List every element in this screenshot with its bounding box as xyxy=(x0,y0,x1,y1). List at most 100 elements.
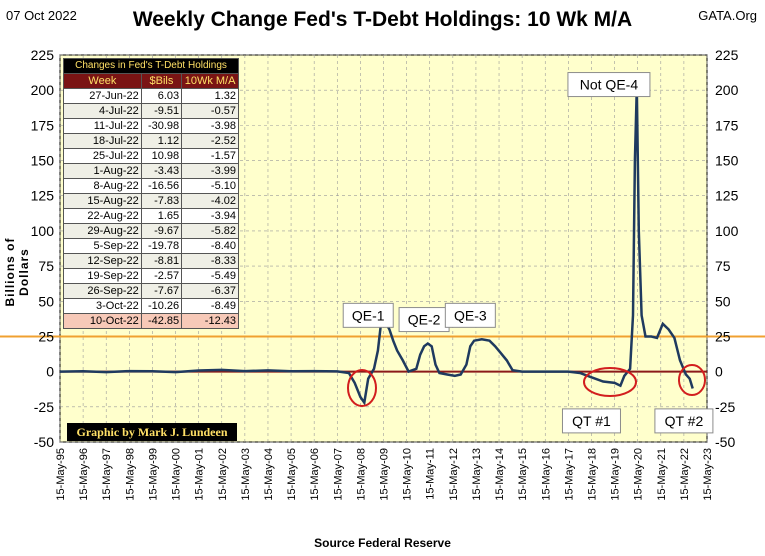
table-header: 10Wk M/A xyxy=(181,73,239,89)
y-tick-label-right: 75 xyxy=(715,258,731,274)
table-row: 5-Sep-22 -19.78 -8.40 xyxy=(63,238,239,254)
table-cell: 22-Aug-22 xyxy=(63,208,142,224)
x-tick-label: 15-May-07 xyxy=(332,448,344,501)
x-tick-label: 15-May-12 xyxy=(448,448,460,501)
table-row: 26-Sep-22 -7.67 -6.37 xyxy=(63,283,239,299)
annotation-label: QE-2 xyxy=(408,312,441,328)
table-cell: 19-Sep-22 xyxy=(63,268,142,284)
table-row: 27-Jun-22 6.03 1.32 xyxy=(63,88,239,104)
table-cell: -8.49 xyxy=(181,298,239,314)
table-cell: -0.57 xyxy=(181,103,239,119)
table-cell: -5.82 xyxy=(181,223,239,239)
table-cell: -5.49 xyxy=(181,268,239,284)
table-cell: -5.10 xyxy=(181,178,239,194)
annotation-label: QT #1 xyxy=(572,413,611,429)
table-cell: -30.98 xyxy=(140,118,183,134)
x-tick-label: 15-May-19 xyxy=(610,448,622,501)
x-tick-label: 15-May-13 xyxy=(471,448,483,501)
table-cell: 15-Aug-22 xyxy=(63,193,142,209)
y-tick-label: -25 xyxy=(34,399,54,415)
table-cell: -9.67 xyxy=(140,223,183,239)
annotation-box xyxy=(654,408,714,434)
y-tick-label: 100 xyxy=(31,223,55,239)
x-tick-label: 15-May-03 xyxy=(240,448,252,501)
table-cell: -8.81 xyxy=(140,253,183,269)
table-cell: 11-Jul-22 xyxy=(63,118,142,134)
table-cell: 1-Aug-22 xyxy=(63,163,142,179)
table-cell: 10.98 xyxy=(140,148,183,164)
x-tick-label: 15-May-96 xyxy=(78,448,90,501)
y-tick-label-right: 125 xyxy=(715,188,739,204)
y-tick-label: 0 xyxy=(46,364,54,380)
table-cell: 29-Aug-22 xyxy=(63,223,142,239)
table-row: 4-Jul-22 -9.51 -0.57 xyxy=(63,103,239,119)
table-cell: 3-Oct-22 xyxy=(63,298,142,314)
table-cell: 1.12 xyxy=(140,133,183,149)
table-cell: 8-Aug-22 xyxy=(63,178,142,194)
y-tick-label: 75 xyxy=(38,258,54,274)
table-cell: -3.43 xyxy=(140,163,183,179)
table-cell: -12.43 xyxy=(181,313,239,329)
table-cell: 10-Oct-22 xyxy=(63,313,142,329)
x-tick-label: 15-May-09 xyxy=(379,448,391,501)
table-cell: -19.78 xyxy=(140,238,183,254)
table-cell: 18-Jul-22 xyxy=(63,133,142,149)
y-tick-label: -50 xyxy=(34,434,54,450)
circle-qe1 xyxy=(347,369,377,407)
table-cell: 4-Jul-22 xyxy=(63,103,142,119)
x-tick-label: 15-May-95 xyxy=(55,448,67,501)
x-axis-label: Source Federal Reserve xyxy=(314,536,451,550)
table-cell: -7.83 xyxy=(140,193,183,209)
y-tick-label: 150 xyxy=(31,153,55,169)
y-tick-label: 175 xyxy=(31,117,55,133)
table-cell: -4.02 xyxy=(181,193,239,209)
y-tick-label-right: 200 xyxy=(715,82,739,98)
table-cell: 1.32 xyxy=(181,88,239,104)
series-line xyxy=(59,87,694,406)
y-tick-label-right: 175 xyxy=(715,117,739,133)
table-cell: 5-Sep-22 xyxy=(63,238,142,254)
annotation-box xyxy=(561,408,621,434)
annotation-label: QE-1 xyxy=(352,307,385,323)
y-tick-label: 125 xyxy=(31,188,55,204)
x-tick-label: 15-May-16 xyxy=(540,448,552,501)
x-tick-label: 15-May-15 xyxy=(517,448,529,501)
x-tick-label: 15-May-18 xyxy=(586,448,598,501)
annotation-label: Not QE-4 xyxy=(580,77,639,93)
table-cell: -10.26 xyxy=(140,298,183,314)
y-tick-label: 200 xyxy=(31,82,55,98)
x-tick-label: 15-May-17 xyxy=(563,448,575,501)
table-cell: -8.40 xyxy=(181,238,239,254)
table-cell: -3.98 xyxy=(181,118,239,134)
table-row: 11-Jul-22 -30.98 -3.98 xyxy=(63,118,239,134)
x-tick-label: 15-May-04 xyxy=(263,448,275,501)
x-tick-label: 15-May-97 xyxy=(101,448,113,501)
x-tick-label: 15-May-02 xyxy=(217,448,229,501)
table-cell: -1.57 xyxy=(181,148,239,164)
chart-title: Weekly Change Fed's T-Debt Holdings: 10 … xyxy=(132,8,633,31)
y-tick-label: 225 xyxy=(31,47,55,63)
annotation-label: QE-3 xyxy=(454,307,487,323)
y-tick-label-right: 225 xyxy=(715,47,739,63)
table-row: 25-Jul-22 10.98 -1.57 xyxy=(63,148,239,164)
x-tick-label: 15-May-10 xyxy=(402,448,414,501)
table-cell: -6.37 xyxy=(181,283,239,299)
table-row: 19-Sep-22 -2.57 -5.49 xyxy=(63,268,239,284)
y-tick-label-right: 150 xyxy=(715,153,739,169)
y-tick-label: 25 xyxy=(38,328,54,344)
circle-qt1 xyxy=(583,367,637,397)
y-tick-label-right: 100 xyxy=(715,223,739,239)
x-tick-label: 15-May-99 xyxy=(147,448,159,501)
y-tick-labels-left: -50 -25 0 25 50 75 100 125 150 175 200 225 xyxy=(31,47,55,450)
chart-date: 07 Oct 2022 xyxy=(6,8,77,23)
table-cell: -8.33 xyxy=(181,253,239,269)
x-tick-label: 15-May-21 xyxy=(656,448,668,501)
annotation-box xyxy=(444,302,496,328)
table-header: $Bils xyxy=(140,73,183,89)
table-cell: -9.51 xyxy=(140,103,183,119)
x-tick-label: 15-May-01 xyxy=(194,448,206,501)
data-table: Changes in Fed's T-Debt Holdings Week $B… xyxy=(63,58,239,329)
table-cell: 26-Sep-22 xyxy=(63,283,142,299)
table-cell: -3.99 xyxy=(181,163,239,179)
table-caption: Changes in Fed's T-Debt Holdings xyxy=(63,58,239,74)
